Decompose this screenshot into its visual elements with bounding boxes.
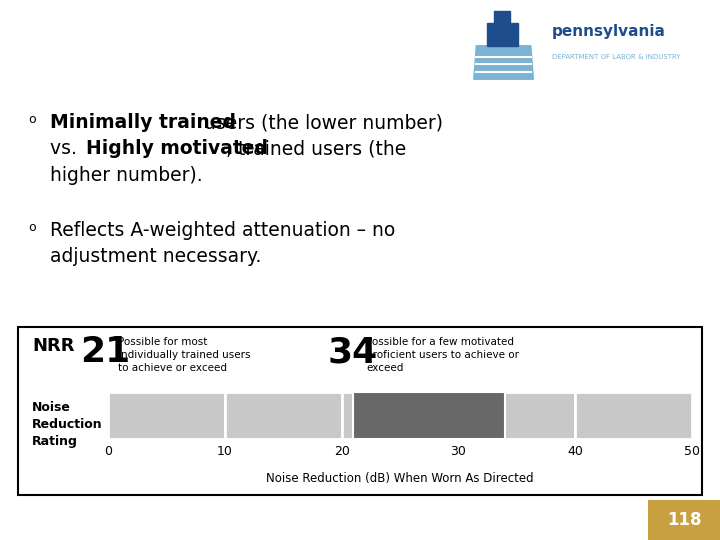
Bar — [18, 327, 702, 496]
Polygon shape — [474, 46, 534, 79]
Text: Possible for most
individually trained users
to achieve or exceed: Possible for most individually trained u… — [118, 337, 251, 374]
Bar — [575, 392, 692, 440]
Bar — [648, 500, 720, 540]
Text: users (the lower number): users (the lower number) — [198, 113, 443, 132]
Text: Noise
Reduction
Rating: Noise Reduction Rating — [32, 401, 103, 448]
Polygon shape — [495, 11, 510, 23]
Bar — [225, 392, 341, 440]
Text: Proposed NRR: Proposed NRR — [134, 45, 338, 69]
Text: vs.: vs. — [50, 139, 83, 158]
Text: 50: 50 — [684, 446, 700, 458]
Text: Reflects A-weighted attenuation – no: Reflects A-weighted attenuation – no — [50, 221, 395, 240]
Bar — [354, 392, 505, 440]
Text: adjustment necessary.: adjustment necessary. — [50, 247, 261, 266]
Text: 34: 34 — [328, 335, 378, 369]
Text: NRR: NRR — [32, 337, 74, 355]
Text: pennsylvania: pennsylvania — [552, 24, 665, 39]
Text: Minimally trained: Minimally trained — [50, 113, 236, 132]
Text: 0: 0 — [104, 446, 112, 458]
Text: 30: 30 — [451, 446, 467, 458]
Text: 20: 20 — [333, 446, 349, 458]
Text: Noise Reduction (dB) When Worn As Directed: Noise Reduction (dB) When Worn As Direct… — [266, 472, 534, 485]
Text: 40: 40 — [567, 446, 583, 458]
Bar — [459, 392, 575, 440]
Text: o: o — [28, 113, 35, 126]
Text: DEPARTMENT OF LABOR & INDUSTRY: DEPARTMENT OF LABOR & INDUSTRY — [552, 53, 680, 59]
Text: , trained users (the: , trained users (the — [226, 139, 406, 158]
Bar — [341, 392, 459, 440]
Text: 118: 118 — [667, 511, 701, 529]
Text: higher number).: higher number). — [50, 166, 202, 185]
Text: Possible for a few motivated
proficient users to achieve or
exceed: Possible for a few motivated proficient … — [366, 337, 519, 374]
Text: PPT-117-01: PPT-117-01 — [318, 512, 402, 527]
Text: o: o — [28, 221, 35, 234]
Bar — [108, 392, 225, 440]
Text: 10: 10 — [217, 446, 233, 458]
Polygon shape — [487, 23, 518, 46]
Text: Highly motivated: Highly motivated — [86, 139, 268, 158]
Text: 21: 21 — [80, 335, 130, 369]
